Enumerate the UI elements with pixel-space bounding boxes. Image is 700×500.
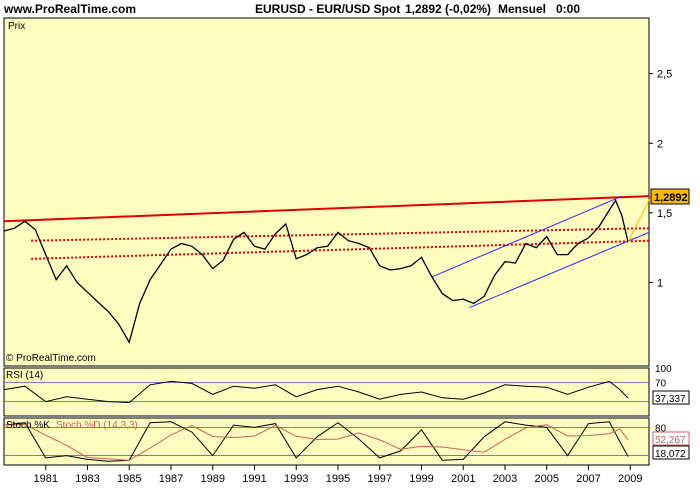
rsi-y-tick-label: 100 — [655, 364, 672, 375]
last-price-badge — [650, 188, 690, 205]
channel-upper-line — [431, 195, 623, 278]
x-tick-label: 1985 — [117, 473, 141, 485]
stoch-k-series-line — [3, 421, 629, 462]
rsi-panel — [3, 367, 650, 417]
stoch-k-last-value: 18,072 — [655, 449, 686, 460]
last-price-leader — [627, 195, 652, 243]
price-panel-label: Prix — [8, 21, 25, 32]
stoch-panel — [3, 417, 650, 466]
channel-lower-line — [469, 231, 650, 308]
x-tick-label: 2007 — [576, 473, 600, 485]
price-panel — [3, 17, 650, 367]
rsi-last-badge — [652, 390, 690, 405]
rsi-panel-label: RSI (14) — [6, 370, 43, 381]
x-tick-label: 1991 — [242, 473, 266, 485]
quote-label: 1,2892 (-0,02%) — [405, 2, 492, 16]
x-tick-label: 2003 — [493, 473, 517, 485]
price-y-tick-label: 1,5 — [657, 208, 672, 220]
stoch-d-series-line — [3, 423, 629, 461]
x-tick-label: 1989 — [200, 473, 224, 485]
source-credit: © ProRealTime.com — [6, 353, 96, 364]
rsi-last-value: 37,337 — [655, 394, 686, 405]
price-y-tick-label: 1 — [657, 277, 663, 289]
stoch-d-last-badge — [652, 431, 690, 446]
x-tick-label: 1987 — [159, 473, 183, 485]
rsi-series-line — [3, 380, 629, 404]
last-price-value: 1,2892 — [654, 192, 688, 204]
x-tick-label: 1997 — [367, 473, 391, 485]
stoch-y-tick-label: 80 — [655, 423, 667, 434]
price-y-tick-label: 2 — [657, 138, 663, 150]
x-tick-label: 1981 — [34, 473, 58, 485]
resistance-line — [3, 195, 650, 223]
instrument-label: EURUSD - EUR/USD Spot — [255, 2, 401, 16]
x-tick-label: 1983 — [75, 473, 99, 485]
stoch-d-label: Stoch %D (14,3,3) — [56, 420, 138, 431]
x-tick-label: 1999 — [409, 473, 433, 485]
x-tick-label: 2009 — [618, 473, 642, 485]
lower-dotted-line — [31, 239, 650, 260]
rsi-y-tick-label: 70 — [655, 378, 667, 389]
x-tick-label: 1993 — [284, 473, 308, 485]
time-label: 0:00 — [556, 2, 581, 16]
period-label: Mensuel — [498, 2, 547, 16]
site-label[interactable]: www.ProRealTime.com — [4, 2, 137, 16]
stoch-k-last-badge — [652, 445, 690, 460]
x-tick-label: 2005 — [534, 473, 558, 485]
price-y-tick-label: 2,5 — [657, 69, 672, 81]
stoch-d-last-value: 52,267 — [655, 435, 686, 446]
price-series-line — [3, 199, 629, 344]
x-tick-label: 1995 — [326, 473, 350, 485]
stoch-k-label: Stoch %K — [6, 420, 50, 431]
x-tick-label: 2001 — [451, 473, 475, 485]
